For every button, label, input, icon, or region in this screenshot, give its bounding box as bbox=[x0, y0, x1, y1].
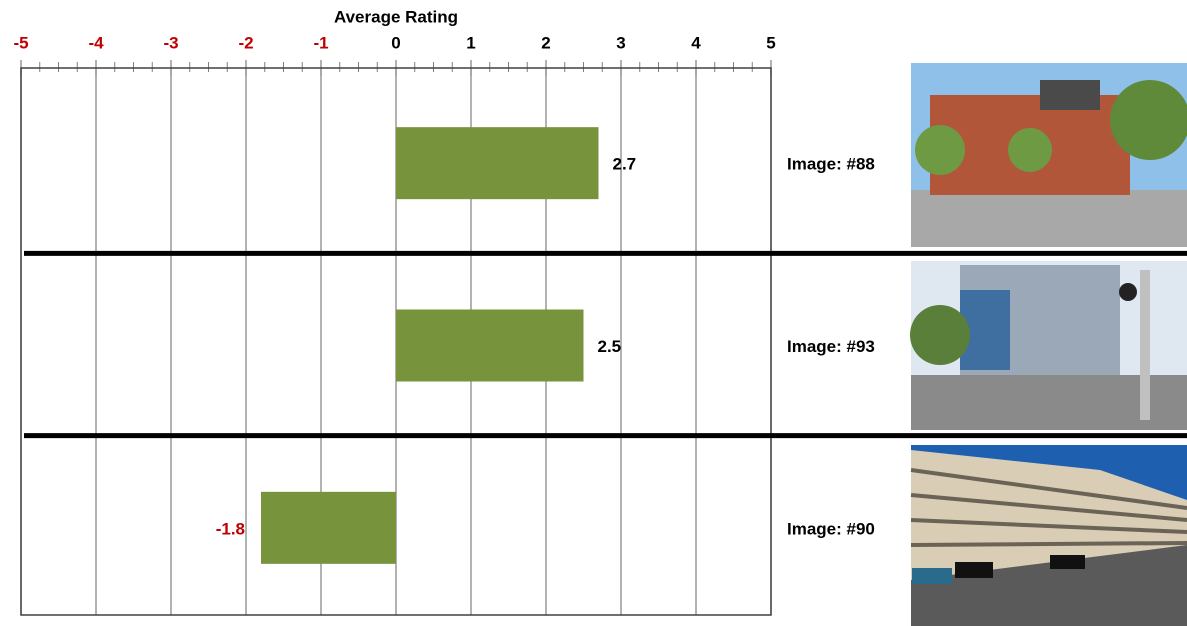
bar bbox=[396, 310, 584, 382]
x-tick-label: 0 bbox=[391, 33, 400, 52]
category-label: Image: #88 bbox=[787, 155, 875, 174]
x-tick-label: 1 bbox=[466, 33, 475, 52]
value-label: 2.7 bbox=[613, 155, 637, 174]
photo bbox=[910, 261, 1187, 430]
bar bbox=[261, 492, 396, 564]
x-tick-label: 3 bbox=[616, 33, 625, 52]
x-tick-label: 5 bbox=[766, 33, 775, 52]
x-tick-label: 2 bbox=[541, 33, 550, 52]
category-label: Image: #93 bbox=[787, 337, 875, 356]
photo bbox=[911, 445, 1187, 626]
x-tick-label: -4 bbox=[88, 33, 104, 52]
value-label: 2.5 bbox=[598, 337, 622, 356]
photo bbox=[911, 63, 1187, 247]
x-tick-label: 4 bbox=[691, 33, 701, 52]
value-label: -1.8 bbox=[216, 519, 245, 538]
category-label: Image: #90 bbox=[787, 519, 875, 538]
bar bbox=[396, 127, 599, 199]
x-tick-label: -2 bbox=[238, 33, 253, 52]
x-tick-label: -5 bbox=[13, 33, 28, 52]
axis-title: Average Rating bbox=[334, 7, 458, 26]
chart: Average Rating -5-4-3-2-1012345Imag bbox=[0, 0, 1187, 626]
x-tick-label: -3 bbox=[163, 33, 178, 52]
x-tick-label: -1 bbox=[313, 33, 328, 52]
